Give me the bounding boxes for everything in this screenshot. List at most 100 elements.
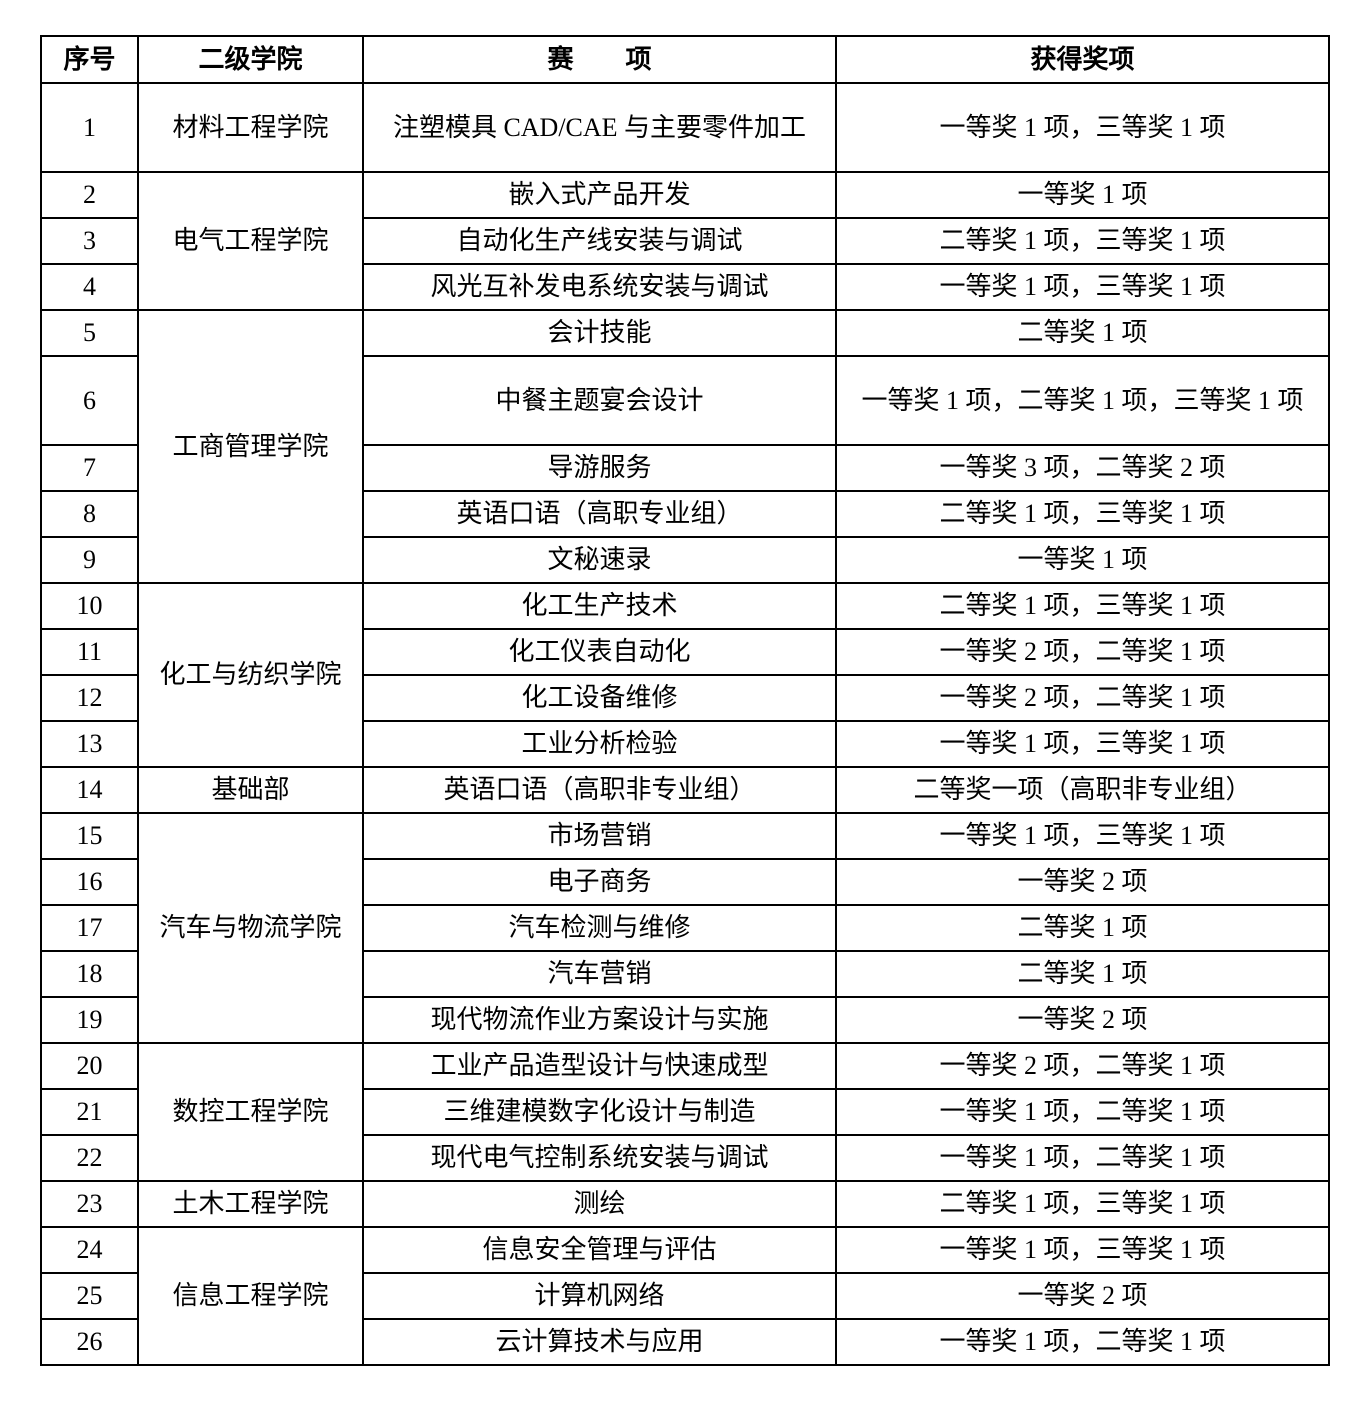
cell-college: 工商管理学院 [137, 309, 364, 584]
cell-event: 化工生产技术 [362, 582, 837, 630]
cell-award: 一等奖 1 项，三等奖 1 项 [835, 82, 1330, 173]
header-no: 序号 [40, 35, 139, 84]
cell-award: 二等奖 1 项 [835, 904, 1330, 952]
cell-award: 二等奖一项（高职非专业组） [835, 766, 1330, 814]
cell-event: 注塑模具 CAD/CAE 与主要零件加工 [362, 82, 837, 173]
cell-event: 化工设备维修 [362, 674, 837, 722]
cell-award: 一等奖 1 项，二等奖 1 项 [835, 1318, 1330, 1366]
cell-award: 一等奖 1 项，三等奖 1 项 [835, 812, 1330, 860]
table-row: 19 现代物流作业方案设计与实施 一等奖 2 项 [40, 996, 1330, 1044]
cell-no: 7 [40, 444, 139, 492]
cell-no: 10 [40, 582, 139, 630]
table-row: 3 自动化生产线安装与调试 二等奖 1 项，三等奖 1 项 [40, 217, 1330, 265]
cell-no: 17 [40, 904, 139, 952]
cell-no: 8 [40, 490, 139, 538]
table-row: 15 汽车与物流学院 市场营销 一等奖 1 项，三等奖 1 项 [40, 812, 1330, 1044]
table-row: 10 化工与纺织学院 化工生产技术 二等奖 1 项，三等奖 1 项 [40, 582, 1330, 768]
table-row: 18 汽车营销 二等奖 1 项 [40, 950, 1330, 998]
cell-no: 11 [40, 628, 139, 676]
table-row: 26 云计算技术与应用 一等奖 1 项，二等奖 1 项 [40, 1318, 1330, 1366]
cell-award: 一等奖 1 项 [835, 536, 1330, 584]
cell-award: 二等奖 1 项，三等奖 1 项 [835, 217, 1330, 265]
cell-event: 计算机网络 [362, 1272, 837, 1320]
cell-event: 会计技能 [362, 309, 837, 357]
cell-award: 二等奖 1 项，三等奖 1 项 [835, 490, 1330, 538]
cell-award: 一等奖 2 项，二等奖 1 项 [835, 1042, 1330, 1090]
table-row: 20 数控工程学院 工业产品造型设计与快速成型 一等奖 2 项，二等奖 1 项 [40, 1042, 1330, 1182]
cell-no: 16 [40, 858, 139, 906]
table-row: 14 基础部 英语口语（高职非专业组） 二等奖一项（高职非专业组） [40, 766, 1330, 814]
cell-college: 土木工程学院 [137, 1180, 364, 1228]
cell-award: 一等奖 2 项 [835, 1272, 1330, 1320]
cell-no: 24 [40, 1226, 139, 1274]
cell-no: 26 [40, 1318, 139, 1366]
header-college: 二级学院 [137, 35, 364, 84]
cell-award: 二等奖 1 项，三等奖 1 项 [835, 582, 1330, 630]
cell-event: 市场营销 [362, 812, 837, 860]
cell-no: 4 [40, 263, 139, 311]
cell-event: 汽车营销 [362, 950, 837, 998]
cell-award: 一等奖 2 项 [835, 858, 1330, 906]
header-event: 赛 项 [362, 35, 837, 84]
cell-event: 工业产品造型设计与快速成型 [362, 1042, 837, 1090]
cell-award: 一等奖 1 项，二等奖 1 项，三等奖 1 项 [835, 355, 1330, 446]
cell-event: 三维建模数字化设计与制造 [362, 1088, 837, 1136]
table-row: 13 工业分析检验 一等奖 1 项，三等奖 1 项 [40, 720, 1330, 768]
cell-event: 英语口语（高职专业组） [362, 490, 837, 538]
table-row: 11 化工仪表自动化 一等奖 2 项，二等奖 1 项 [40, 628, 1330, 676]
cell-award: 二等奖 1 项，三等奖 1 项 [835, 1180, 1330, 1228]
table-row: 25 计算机网络 一等奖 2 项 [40, 1272, 1330, 1320]
header-row: 序号 二级学院 赛 项 获得奖项 [40, 35, 1330, 84]
cell-award: 一等奖 1 项，三等奖 1 项 [835, 1226, 1330, 1274]
cell-event: 信息安全管理与评估 [362, 1226, 837, 1274]
cell-college: 材料工程学院 [137, 82, 364, 173]
cell-event: 测绘 [362, 1180, 837, 1228]
table-row: 7 导游服务 一等奖 3 项，二等奖 2 项 [40, 444, 1330, 492]
cell-award: 一等奖 1 项，二等奖 1 项 [835, 1134, 1330, 1182]
table-row: 6 中餐主题宴会设计 一等奖 1 项，二等奖 1 项，三等奖 1 项 [40, 355, 1330, 446]
cell-no: 19 [40, 996, 139, 1044]
cell-award: 一等奖 3 项，二等奖 2 项 [835, 444, 1330, 492]
cell-no: 15 [40, 812, 139, 860]
cell-event: 导游服务 [362, 444, 837, 492]
table-row: 2 电气工程学院 嵌入式产品开发 一等奖 1 项 [40, 171, 1330, 311]
cell-college: 化工与纺织学院 [137, 582, 364, 768]
cell-no: 3 [40, 217, 139, 265]
awards-table: 序号 二级学院 赛 项 获得奖项 1 材料工程学院 注塑模具 CAD/CAE 与主要… [40, 35, 1330, 1366]
cell-no: 25 [40, 1272, 139, 1320]
cell-award: 一等奖 1 项，三等奖 1 项 [835, 263, 1330, 311]
cell-award: 二等奖 1 项 [835, 309, 1330, 357]
cell-no: 23 [40, 1180, 139, 1228]
table-row: 1 材料工程学院 注塑模具 CAD/CAE 与主要零件加工 一等奖 1 项，三等奖 1… [40, 82, 1330, 173]
table-row: 16 电子商务 一等奖 2 项 [40, 858, 1330, 906]
cell-no: 5 [40, 309, 139, 357]
cell-no: 12 [40, 674, 139, 722]
cell-award: 一等奖 2 项，二等奖 1 项 [835, 674, 1330, 722]
cell-event: 英语口语（高职非专业组） [362, 766, 837, 814]
table-row: 5 工商管理学院 会计技能 二等奖 1 项 [40, 309, 1330, 584]
cell-event: 风光互补发电系统安装与调试 [362, 263, 837, 311]
cell-no: 9 [40, 536, 139, 584]
cell-award: 一等奖 1 项，三等奖 1 项 [835, 720, 1330, 768]
cell-event: 工业分析检验 [362, 720, 837, 768]
cell-award: 二等奖 1 项 [835, 950, 1330, 998]
cell-college: 汽车与物流学院 [137, 812, 364, 1044]
cell-award: 一等奖 2 项，二等奖 1 项 [835, 628, 1330, 676]
cell-event: 化工仪表自动化 [362, 628, 837, 676]
cell-award: 一等奖 1 项 [835, 171, 1330, 219]
cell-no: 2 [40, 171, 139, 219]
header-award: 获得奖项 [835, 35, 1330, 84]
table-row: 8 英语口语（高职专业组） 二等奖 1 项，三等奖 1 项 [40, 490, 1330, 538]
cell-event: 现代电气控制系统安装与调试 [362, 1134, 837, 1182]
table-row: 21 三维建模数字化设计与制造 一等奖 1 项，二等奖 1 项 [40, 1088, 1330, 1136]
cell-college: 基础部 [137, 766, 364, 814]
cell-event: 嵌入式产品开发 [362, 171, 837, 219]
cell-college: 电气工程学院 [137, 171, 364, 311]
cell-event: 云计算技术与应用 [362, 1318, 837, 1366]
table-row: 9 文秘速录 一等奖 1 项 [40, 536, 1330, 584]
cell-no: 6 [40, 355, 139, 446]
table-row: 24 信息工程学院 信息安全管理与评估 一等奖 1 项，三等奖 1 项 [40, 1226, 1330, 1366]
cell-award: 一等奖 2 项 [835, 996, 1330, 1044]
cell-no: 13 [40, 720, 139, 768]
cell-event: 电子商务 [362, 858, 837, 906]
